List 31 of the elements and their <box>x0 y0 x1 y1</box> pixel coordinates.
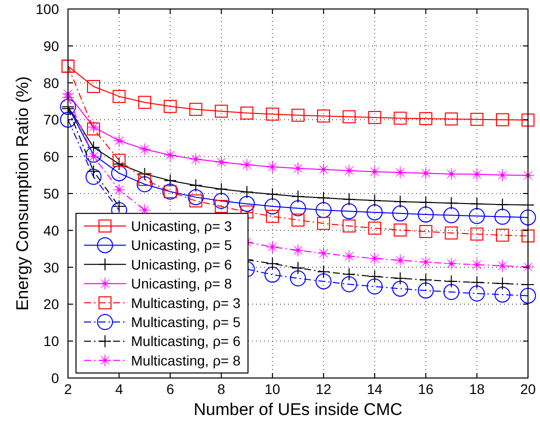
legend-label: Unicasting, ρ= 3 <box>131 218 232 234</box>
x-tick-label: 12 <box>316 381 332 397</box>
x-tick-label: 10 <box>264 381 280 397</box>
legend-label: Unicasting, ρ= 8 <box>131 276 232 292</box>
y-axis-title: Energy Consumption Ratio (%) <box>13 76 32 311</box>
x-tick-label: 16 <box>418 381 434 397</box>
y-tick-label: 80 <box>43 74 60 91</box>
y-tick-label: 0 <box>51 370 60 386</box>
y-tick-label: 60 <box>43 148 60 165</box>
legend-label: Multicasting, ρ= 8 <box>131 352 241 368</box>
x-tick-label: 20 <box>520 381 536 397</box>
legend-label: Multicasting, ρ= 5 <box>131 314 241 330</box>
x-tick-label: 2 <box>64 381 72 397</box>
y-tick-label: 40 <box>43 222 60 238</box>
y-tick-label: 50 <box>43 186 60 202</box>
x-tick-label: 8 <box>217 381 226 397</box>
x-axis-title: Number of UEs inside CMC <box>194 400 402 419</box>
legend-label: Multicasting, ρ= 3 <box>131 294 241 311</box>
x-tick-label: 18 <box>469 381 485 397</box>
x-tick-label: 4 <box>115 381 124 397</box>
legend-label: Multicasting, ρ= 6 <box>131 333 241 350</box>
y-tick-label: 10 <box>43 333 60 350</box>
legend-label: Unicasting, ρ= 6 <box>131 256 232 272</box>
x-tick-label: 14 <box>366 381 383 397</box>
legend-label: Unicasting, ρ= 5 <box>131 237 232 254</box>
x-tick-label: 6 <box>166 381 174 397</box>
y-tick-label: 20 <box>43 296 60 312</box>
y-tick-label: 100 <box>36 1 60 17</box>
y-tick-label: 70 <box>43 112 60 128</box>
y-tick-label: 30 <box>43 259 60 276</box>
y-tick-label: 90 <box>43 38 60 54</box>
